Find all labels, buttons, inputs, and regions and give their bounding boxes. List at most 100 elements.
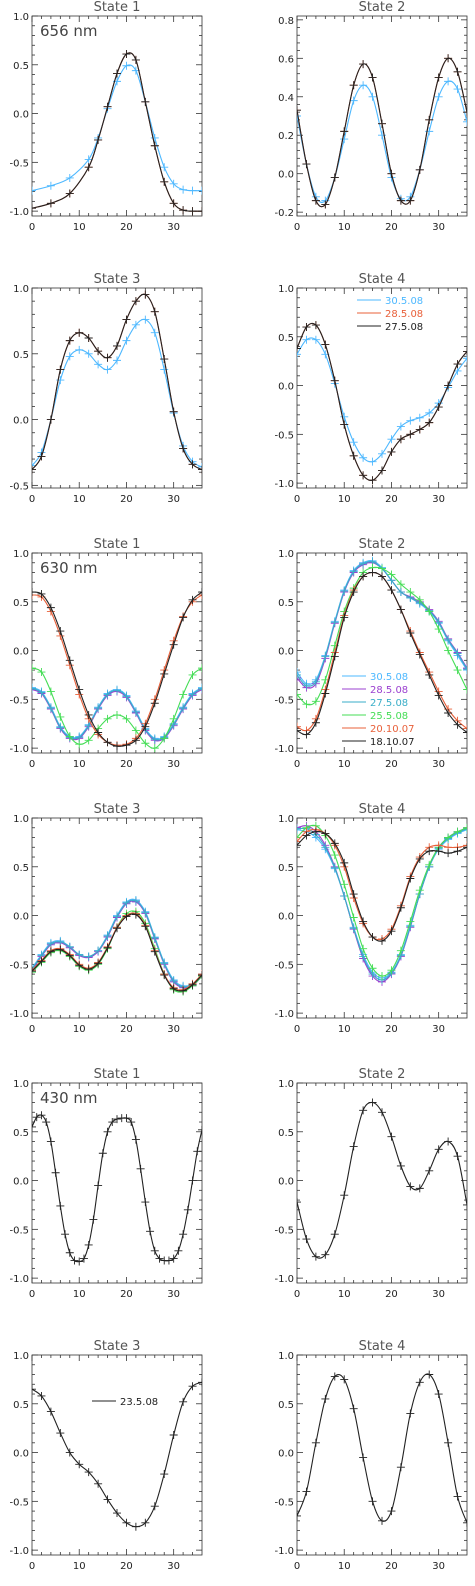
data-point xyxy=(94,704,103,713)
x-tick-label: 20 xyxy=(385,759,398,770)
data-point xyxy=(56,1201,65,1210)
data-point xyxy=(387,447,396,456)
data-point xyxy=(46,939,55,948)
x-tick-label: 30 xyxy=(432,1289,445,1300)
data-point xyxy=(349,567,358,576)
data-point xyxy=(340,858,349,867)
x-tick-label: 30 xyxy=(432,1561,445,1572)
data-point xyxy=(113,1115,121,1124)
data-point xyxy=(463,354,467,363)
data-point xyxy=(94,1479,103,1488)
data-point xyxy=(122,315,131,324)
data-point xyxy=(79,1254,88,1263)
data-point xyxy=(164,1256,173,1265)
x-tick-label: 0 xyxy=(29,222,35,233)
data-point xyxy=(94,959,103,968)
data-point xyxy=(160,163,169,172)
data-point xyxy=(65,656,74,665)
data-point xyxy=(188,690,197,699)
data-point xyxy=(434,73,443,82)
series-25.5.08 xyxy=(32,664,202,753)
data-point xyxy=(141,290,150,299)
x-tick-label: 10 xyxy=(73,1289,86,1300)
y-tick-label: 0.5 xyxy=(278,333,294,344)
data-point xyxy=(340,1191,349,1200)
data-point xyxy=(122,714,131,723)
data-point xyxy=(103,690,112,699)
data-point xyxy=(75,961,84,970)
y-tick-label: -1.0 xyxy=(274,1274,294,1285)
data-point xyxy=(340,613,349,622)
x-tick-label: 10 xyxy=(73,1024,86,1035)
data-point xyxy=(94,946,103,955)
y-tick-label: 1.0 xyxy=(278,549,294,560)
data-point xyxy=(387,966,396,975)
data-point xyxy=(330,863,339,872)
data-point xyxy=(396,588,405,597)
data-point xyxy=(65,336,74,345)
data-point xyxy=(150,133,159,142)
data-point xyxy=(406,874,415,883)
data-point xyxy=(387,570,396,579)
data-point xyxy=(359,944,368,953)
data-point xyxy=(46,947,55,956)
data-point xyxy=(65,951,74,960)
x-tick-label: 10 xyxy=(73,494,86,505)
y-tick-label: -1.0 xyxy=(9,207,29,218)
series-line xyxy=(297,80,467,203)
series-23.5.08 xyxy=(297,1098,467,1261)
data-point xyxy=(444,77,453,86)
series-20.10.07 xyxy=(297,568,467,735)
legend: 30.5.08 28.5.08 27.5.08 xyxy=(357,296,423,333)
data-point xyxy=(396,1463,405,1472)
data-point xyxy=(297,823,301,832)
data-point xyxy=(141,1198,150,1207)
data-point xyxy=(321,1394,330,1403)
x-tick-label: 30 xyxy=(432,759,445,770)
data-point xyxy=(150,735,159,744)
data-point xyxy=(311,335,320,344)
x-tick-label: 30 xyxy=(432,222,445,233)
data-point xyxy=(297,106,301,115)
x-tick-label: 10 xyxy=(338,759,351,770)
data-point xyxy=(136,1164,145,1173)
data-point xyxy=(122,50,131,59)
data-point xyxy=(75,1257,84,1266)
y-tick-label: 0.0 xyxy=(13,912,29,923)
x-tick-label: 20 xyxy=(385,1024,398,1035)
data-point xyxy=(198,186,202,195)
data-point xyxy=(453,649,462,658)
data-point xyxy=(108,1118,117,1127)
y-tick-label: 1.0 xyxy=(278,284,294,295)
y-tick-label: -0.5 xyxy=(9,158,29,169)
y-tick-label: 0.0 xyxy=(13,110,29,121)
legend: 30.5.08 28.5.08 27.5.08 25.5.08 20.10.07 18.1… xyxy=(342,672,415,748)
y-tick-label: 0.5 xyxy=(278,863,294,874)
data-point xyxy=(179,1397,188,1406)
y-tick-label: -0.5 xyxy=(274,695,294,706)
data-point xyxy=(396,435,405,444)
y-tick-label: 0.8 xyxy=(278,16,294,27)
data-point xyxy=(349,913,358,922)
data-point xyxy=(141,97,150,106)
x-tick-label: 20 xyxy=(120,222,133,233)
data-point xyxy=(131,320,140,329)
series-30.5.08 xyxy=(32,61,202,195)
data-point xyxy=(141,722,150,731)
data-point xyxy=(368,73,377,82)
data-point xyxy=(321,652,330,661)
data-point xyxy=(113,69,121,78)
data-point xyxy=(113,356,121,365)
data-point xyxy=(84,163,93,172)
data-point xyxy=(75,1460,84,1469)
data-point xyxy=(425,607,434,616)
panel-4: State 4 0 10 20 30 -1.0 -0.5 0.0 0.5 1.0 30.5.08 28… xyxy=(274,272,468,505)
panel-title: State 2 xyxy=(359,0,406,15)
data-point xyxy=(297,1511,301,1520)
data-point xyxy=(406,1182,415,1191)
data-point xyxy=(46,181,55,190)
data-point xyxy=(46,1407,55,1416)
data-point xyxy=(188,670,197,679)
series-27.5.08 xyxy=(32,896,202,991)
data-point xyxy=(463,841,467,850)
